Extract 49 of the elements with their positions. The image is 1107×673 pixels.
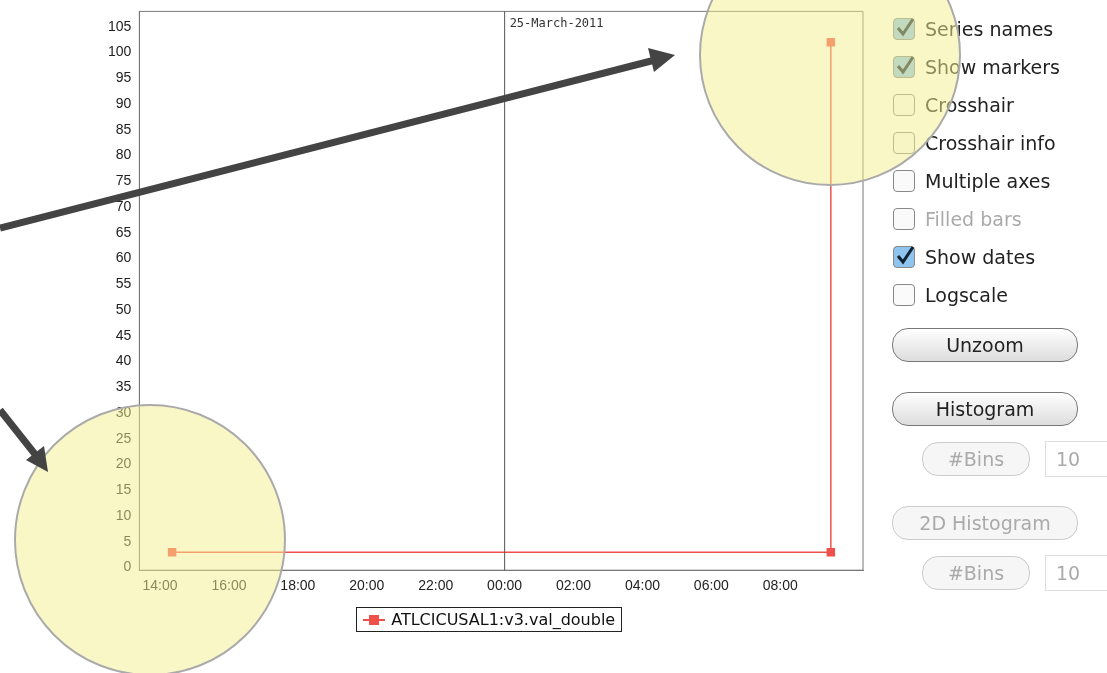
x-tick-label: 00:00 <box>487 577 523 594</box>
text: Multiple axes <box>925 170 1051 192</box>
text: Logscale <box>925 284 1008 306</box>
text: Show dates <box>925 246 1036 268</box>
x-tick-label: 04:00 <box>624 577 661 594</box>
text: 2D Histogram <box>892 506 1078 540</box>
x-tick-label: 14:00 <box>142 577 178 594</box>
y-tick-label: 80 <box>115 146 132 163</box>
y-tick-label: 10 <box>115 506 132 523</box>
text: 10 <box>1045 441 1107 477</box>
y-tick-label: 45 <box>115 326 132 343</box>
x-tick-label: 20:00 <box>349 577 385 594</box>
text: Unzoom <box>892 328 1078 362</box>
y-tick-label: 95 <box>115 69 132 86</box>
text: Show markers <box>925 56 1060 78</box>
text: Crosshair <box>925 94 1014 116</box>
x-tick-label: 08:00 <box>762 577 799 594</box>
y-tick-label: 55 <box>115 275 132 292</box>
y-tick-label: 5 <box>123 532 132 549</box>
y-tick-label: 20 <box>115 455 132 472</box>
y-tick-label: 60 <box>115 249 132 266</box>
y-tick-label: 105 <box>108 17 132 34</box>
y-tick-label: 25 <box>115 429 132 446</box>
y-tick-label: 100 <box>108 43 132 60</box>
ref-line-label: 25-March-2011 <box>509 15 604 30</box>
y-tick-label: 30 <box>115 403 132 420</box>
text: Crosshair info <box>925 132 1056 154</box>
text: #Bins <box>922 556 1030 590</box>
x-tick-label: 06:00 <box>693 577 730 594</box>
y-tick-label: 40 <box>115 352 132 369</box>
y-tick-label: 90 <box>115 94 132 111</box>
y-tick-label: 70 <box>115 197 132 214</box>
y-tick-label: 50 <box>115 300 132 317</box>
y-tick-label: 65 <box>115 223 132 240</box>
text: Series names <box>925 18 1054 40</box>
x-tick-label: 16:00 <box>211 577 247 594</box>
y-tick-label: 0 <box>123 558 132 575</box>
text: 10 <box>1045 555 1107 591</box>
x-tick-label: 18:00 <box>280 577 316 594</box>
y-tick-label: 75 <box>115 172 132 189</box>
legend-label: ATLCICUSAL1:v3.val_double <box>391 610 616 629</box>
x-tick-label: 02:00 <box>556 577 592 594</box>
text: #Bins <box>922 442 1030 476</box>
x-tick-label: 22:00 <box>418 577 454 594</box>
y-tick-label: 35 <box>115 378 132 395</box>
y-tick-label: 15 <box>115 481 132 498</box>
text: Filled bars <box>925 208 1022 230</box>
text: Histogram <box>892 392 1078 426</box>
y-tick-label: 85 <box>115 120 132 137</box>
